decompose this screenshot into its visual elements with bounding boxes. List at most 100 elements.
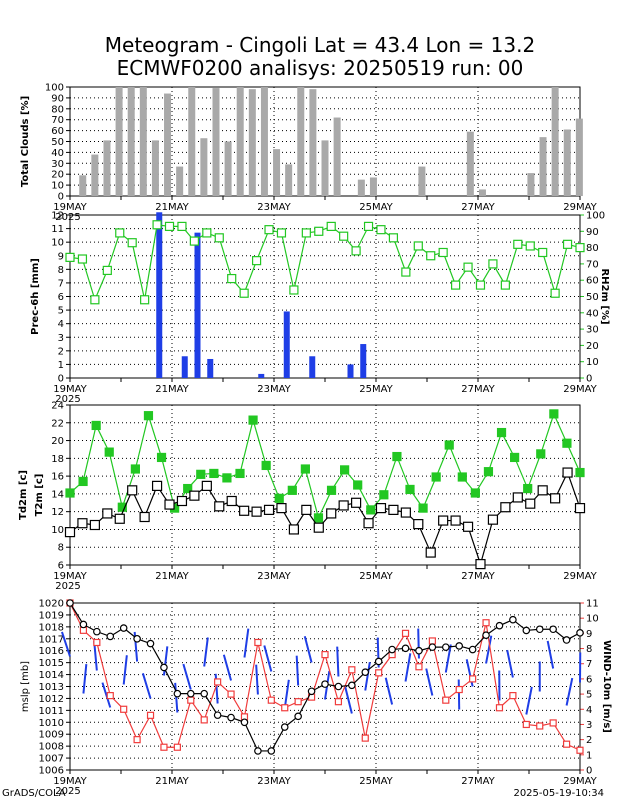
y-tick-label-right: 70 (586, 259, 599, 270)
cloud-bar (176, 166, 184, 196)
td2m-point (562, 467, 573, 478)
wind-barb (525, 686, 533, 715)
mslp-point (388, 645, 396, 654)
cloud-bar (551, 87, 559, 196)
t2m-point (274, 493, 284, 503)
y-tick-label: 50 (51, 137, 64, 148)
y-tick-label: 90 (51, 93, 64, 104)
rh-point (264, 225, 274, 235)
wind-point (428, 637, 436, 645)
x-year-label: 2025 (55, 394, 80, 405)
y-tick-label: 80 (51, 104, 64, 115)
wind-barb (384, 677, 394, 705)
td2m-point (301, 504, 312, 515)
rh-point (140, 295, 150, 305)
wind-point (495, 704, 504, 712)
t2m-point (313, 513, 324, 523)
prec-bar (156, 212, 163, 378)
t2m-point (431, 472, 441, 482)
wind-barb (82, 664, 88, 694)
td2m-point (438, 515, 449, 526)
wind-point (401, 629, 410, 637)
y-tick-label: 100 (45, 83, 64, 94)
x-tick-label: 23MAY (257, 384, 291, 395)
rh-point (451, 280, 461, 290)
t2m-point (405, 484, 415, 495)
y-tick-label: 1006 (39, 766, 64, 777)
prec-bar (347, 364, 354, 378)
mslp-point (227, 713, 235, 722)
y-tick-label-right: 10 (586, 357, 599, 368)
wind-line (69, 602, 581, 751)
cloud-bar (321, 140, 329, 196)
wind-barb (222, 654, 233, 681)
mslp-point (186, 689, 195, 698)
wind-barb (485, 635, 493, 664)
td2m-point (276, 503, 287, 514)
y-tick-label-right: 30 (586, 325, 599, 336)
wind-point (267, 696, 275, 704)
td2m-point (500, 502, 511, 513)
y-tick-label: 1013 (39, 682, 64, 693)
rh-point (525, 241, 535, 251)
prec-bar (181, 356, 188, 378)
t2m-point (457, 472, 467, 482)
mslp-point (401, 644, 410, 653)
wind-point (375, 669, 383, 677)
mslp-point (455, 642, 464, 650)
t2m-point (196, 469, 206, 479)
cloud-bar (79, 175, 87, 196)
wind-barb (336, 646, 340, 677)
y-tick-label: 18 (51, 454, 64, 465)
y-tick-label: 1012 (39, 694, 64, 705)
cloud-bar (127, 87, 135, 196)
y-tick-label-right: 6 (586, 674, 592, 685)
td2m-point (176, 495, 188, 507)
td2m-point (475, 559, 486, 570)
t2m-point (183, 483, 193, 494)
wind-barb (141, 673, 152, 699)
cloud-bar (151, 140, 159, 196)
td2m-point (375, 503, 387, 514)
y-tick-label: 1011 (39, 706, 64, 717)
footer-right: 2025-05-19-10:34 (513, 788, 604, 799)
y-tick-label: 2 (58, 346, 64, 357)
y-tick-label: 11 (51, 224, 64, 235)
y-tick-label: 7 (58, 278, 64, 289)
y-tick-label-right: 60 (586, 276, 599, 287)
rh-point (289, 285, 299, 295)
rh-point (251, 256, 262, 266)
x-tick-label: 21MAY (155, 776, 189, 787)
wind-point (442, 696, 450, 704)
wind-point (214, 678, 222, 686)
y-tick-label-right: 1 (586, 750, 592, 761)
y-tick-label: 10 (51, 238, 64, 249)
y-axis-label-t2m: T2m [c] (34, 474, 45, 517)
t2m-point (300, 464, 310, 474)
cloud-bar (139, 87, 147, 196)
td2m-point (64, 527, 76, 538)
t2m-point (353, 480, 363, 490)
y-tick-label: 1008 (39, 742, 64, 753)
mslp-point (66, 599, 74, 607)
mslp-point (482, 631, 490, 640)
title-line-2: ECMWF0200 analisys: 20250519 run: 00 (117, 56, 524, 80)
mslp-point (535, 625, 544, 634)
wind-point (562, 740, 571, 748)
t2m-point (483, 467, 494, 477)
t2m-point (562, 438, 572, 448)
rh-point (413, 241, 423, 251)
mslp-point (200, 689, 209, 698)
cloud-bar (297, 87, 305, 196)
t2m-point (65, 488, 75, 498)
mslp-point (374, 657, 383, 666)
y-tick-label-right: 20 (586, 341, 599, 352)
rh-point (65, 252, 75, 262)
x-year-label: 2025 (55, 212, 80, 223)
mslp-point (415, 646, 423, 655)
y-tick-label-right: 3 (586, 720, 592, 731)
cloud-bar (164, 93, 172, 196)
wind-barb (255, 664, 259, 695)
rh-point (488, 259, 498, 269)
